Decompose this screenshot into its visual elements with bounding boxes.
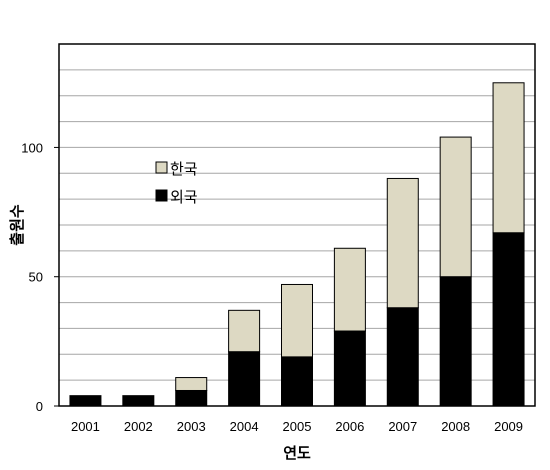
bar-foreign-2002 [122, 395, 155, 407]
legend-swatch-korea [155, 161, 168, 174]
legend-swatch-foreign [155, 189, 168, 202]
x-tick-label: 2008 [441, 419, 470, 434]
bar-korea-2003 [175, 377, 208, 391]
x-tick-label: 2007 [388, 419, 417, 434]
bar-foreign-2001 [69, 395, 102, 407]
bar-foreign-2005 [281, 356, 313, 407]
bar-korea-2004 [228, 309, 261, 353]
legend: 한국 외국 [155, 160, 198, 206]
legend-label-korea: 한국 [170, 160, 198, 178]
bar-foreign-2008 [439, 276, 472, 407]
x-tick-label: 2005 [283, 419, 312, 434]
x-tick-label: 2009 [494, 419, 523, 434]
bar-korea-2007 [386, 177, 419, 309]
y-tick-label: 100 [21, 140, 43, 155]
y-tick-label: 50 [29, 270, 43, 285]
bars [69, 82, 525, 407]
bar-foreign-2009 [492, 232, 525, 407]
x-axis-ticks: 2001 2002 2003 2004 2005 2006 2007 2008 2009 [71, 419, 523, 434]
bar-korea-2008 [439, 136, 472, 278]
bar-foreign-2003 [175, 389, 208, 407]
x-tick-label: 2003 [177, 419, 206, 434]
x-tick-label: 2004 [230, 419, 259, 434]
x-tick-label: 2002 [124, 419, 153, 434]
bar-korea-2006 [333, 247, 366, 332]
legend-label-foreign: 외국 [170, 188, 198, 206]
bar-korea-2009 [492, 82, 525, 234]
x-tick-label: 2001 [71, 419, 100, 434]
bar-foreign-2007 [386, 307, 419, 407]
x-axis-title: 연도 [283, 444, 311, 462]
x-tick-label: 2006 [335, 419, 364, 434]
plot-frame [58, 43, 536, 407]
y-axis-ticks: 0 50 100 [21, 140, 59, 414]
y-tick-label: 0 [36, 399, 43, 414]
bar-foreign-2006 [333, 330, 366, 407]
bar-korea-2005 [281, 283, 313, 358]
bar-foreign-2004 [228, 351, 261, 407]
y-axis-title: 출원수 [8, 204, 26, 246]
